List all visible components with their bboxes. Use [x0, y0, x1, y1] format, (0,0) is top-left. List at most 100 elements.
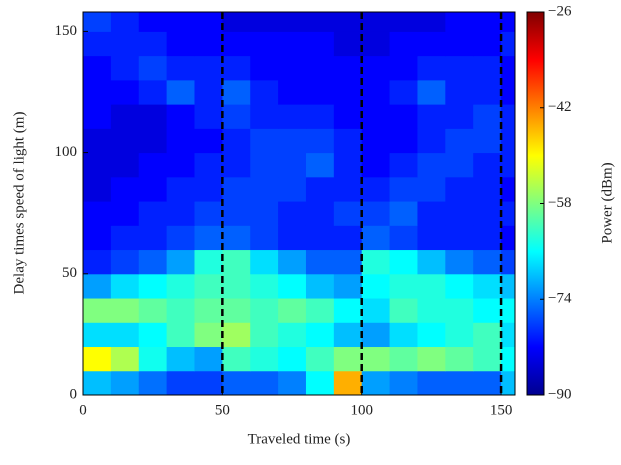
heat-cell [110, 322, 140, 348]
heat-cell [361, 201, 391, 226]
heat-cell [110, 79, 140, 105]
heat-cell [222, 346, 251, 372]
heat-cell [445, 322, 474, 348]
heat-cell [222, 12, 251, 32]
heat-cell [138, 12, 168, 32]
heat-cell [194, 225, 223, 251]
heat-cell [305, 346, 335, 372]
x-tick-label: 100 [350, 402, 373, 418]
heat-cell [445, 12, 474, 32]
heat-cell [278, 201, 307, 226]
heat-cell [389, 370, 418, 395]
heat-cell [305, 225, 335, 251]
colorbar-label: Power (dBm) [599, 162, 615, 243]
heat-cell [389, 128, 418, 154]
heat-cell [194, 152, 223, 178]
heat-cell [473, 273, 502, 299]
heat-cell [417, 12, 446, 32]
heat-cell [417, 79, 446, 105]
heat-cell [333, 370, 363, 395]
heat-cell [166, 322, 195, 348]
heat-cell [417, 249, 446, 275]
heat-cell [110, 55, 140, 81]
heat-cell [166, 12, 195, 32]
heat-cell [445, 31, 474, 57]
heat-cell [110, 12, 140, 32]
heat-cell [473, 370, 502, 395]
heat-cell [473, 249, 502, 275]
colorbar-tick-label: −90 [548, 386, 571, 402]
heat-cell [389, 12, 418, 32]
heat-cell [83, 322, 112, 348]
heat-cell [333, 249, 363, 275]
heat-cell [473, 322, 502, 348]
heat-cell [250, 201, 279, 226]
heat-cell [361, 104, 391, 129]
heat-cell [250, 346, 279, 372]
heat-cell [445, 128, 474, 154]
heat-cell [278, 176, 307, 202]
heat-cell [361, 249, 391, 275]
heat-cell [501, 370, 515, 395]
heat-cell [417, 370, 446, 395]
heat-cell [417, 273, 446, 299]
heat-cell [305, 152, 335, 178]
heat-cell [278, 346, 307, 372]
heat-cell [333, 12, 363, 32]
heat-cell [333, 201, 363, 226]
heat-cell [389, 322, 418, 348]
heat-cell [110, 31, 140, 57]
heat-cell [333, 176, 363, 202]
heat-cell [501, 201, 515, 226]
heat-cell [166, 128, 195, 154]
heat-cell [445, 79, 474, 105]
heat-cell [166, 55, 195, 81]
heat-cell [194, 55, 223, 81]
heat-cell [501, 346, 515, 372]
heat-cell [389, 176, 418, 202]
heat-cell [473, 298, 502, 323]
heat-cell [83, 298, 112, 323]
heat-cell [501, 225, 515, 251]
heat-cell [278, 79, 307, 105]
heat-cell [138, 31, 168, 57]
heat-cell [222, 128, 251, 154]
heat-cell [166, 273, 195, 299]
x-tick-label: 150 [490, 402, 513, 418]
colorbar-tick-label: −74 [548, 291, 572, 307]
heat-cell [194, 322, 223, 348]
heat-cell [166, 370, 195, 395]
heat-cell [166, 249, 195, 275]
heat-cell [278, 249, 307, 275]
heat-cell [166, 79, 195, 105]
heat-cell [278, 128, 307, 154]
heat-cell [138, 273, 168, 299]
heat-cell [501, 298, 515, 323]
y-tick-label: 150 [55, 23, 78, 39]
heat-cell [83, 201, 112, 226]
heat-cell [361, 128, 391, 154]
heat-cell [361, 55, 391, 81]
heat-cell [389, 55, 418, 81]
heat-cell [445, 225, 474, 251]
heat-cell [278, 298, 307, 323]
heat-cell [166, 104, 195, 129]
heat-cell [473, 225, 502, 251]
heat-cell [110, 104, 140, 129]
heat-cell [138, 370, 168, 395]
heat-cell [473, 12, 502, 32]
heat-cell [473, 201, 502, 226]
heat-cell [501, 55, 515, 81]
heat-cell [250, 370, 279, 395]
heat-cell [305, 104, 335, 129]
heat-cell [417, 128, 446, 154]
heat-cell [305, 176, 335, 202]
heat-cell [194, 128, 223, 154]
heat-cell [194, 31, 223, 57]
heat-cell [83, 31, 112, 57]
x-tick-label: 0 [79, 402, 87, 418]
heat-cell [278, 55, 307, 81]
heat-cell [83, 176, 112, 202]
heat-cell [305, 322, 335, 348]
heat-cell [222, 322, 251, 348]
